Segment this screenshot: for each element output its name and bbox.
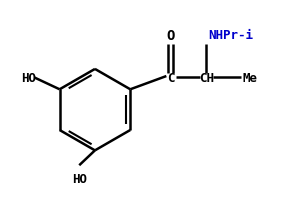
Text: Me: Me bbox=[243, 71, 258, 84]
Text: O: O bbox=[166, 29, 175, 42]
Text: NHPr-i: NHPr-i bbox=[208, 29, 253, 42]
Text: HO: HO bbox=[22, 72, 36, 85]
Text: HO: HO bbox=[72, 172, 87, 185]
Text: C: C bbox=[167, 71, 174, 84]
Text: CH: CH bbox=[199, 71, 214, 84]
